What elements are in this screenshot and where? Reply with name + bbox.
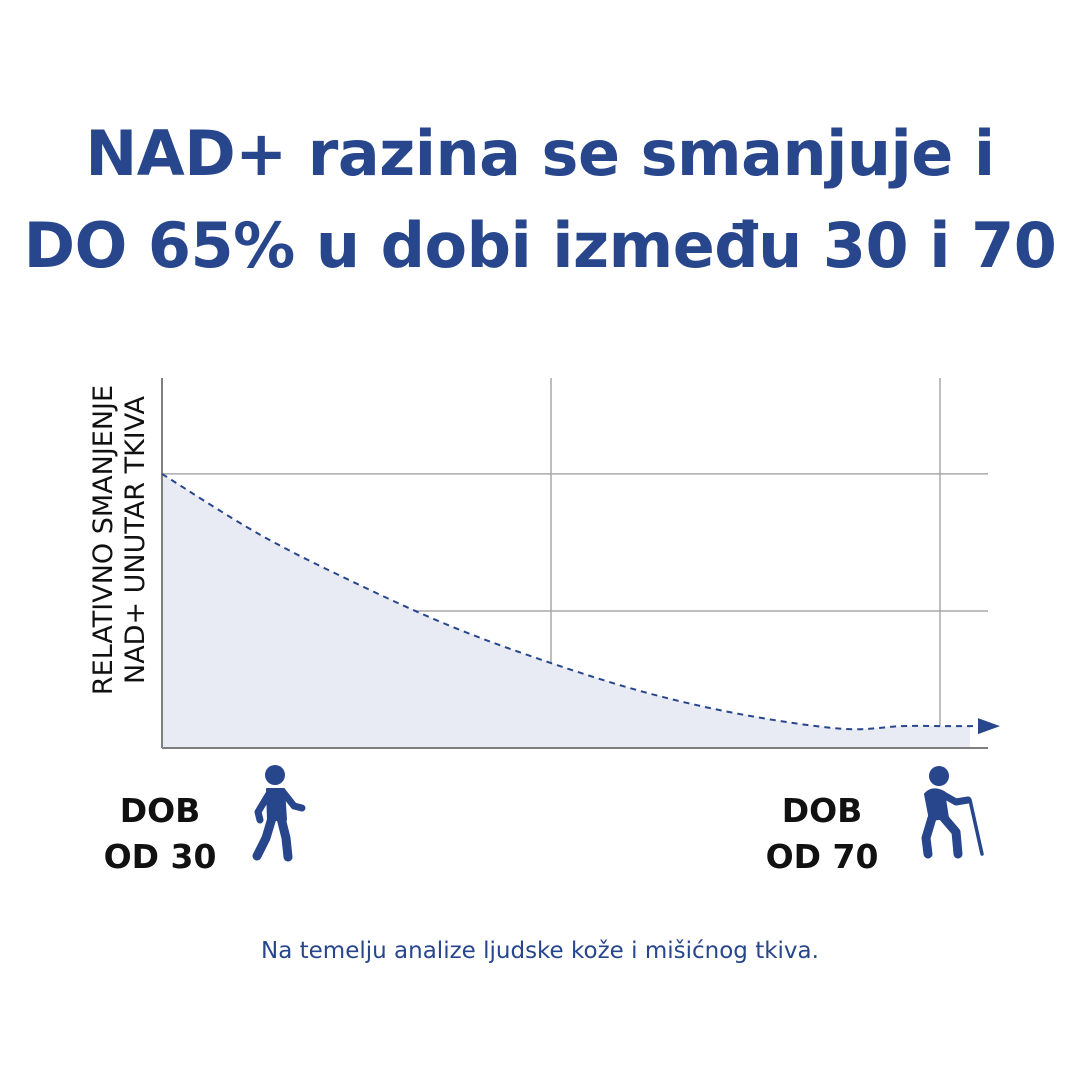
footnote: Na temelju analize ljudske kože i mišićn… <box>261 938 819 964</box>
x-end-label-line-1: DOB <box>781 791 863 830</box>
arrow-head <box>978 718 1000 735</box>
title-line-2: DO 65% u dobi između 30 i 70 <box>23 209 1057 282</box>
x-end-label-line-2: OD 70 <box>765 837 879 876</box>
walking-person-icon <box>252 765 306 862</box>
title-line-1: NAD+ razina se smanjuje i <box>85 117 995 190</box>
x-end-label: DOB OD 70 <box>742 788 902 880</box>
series-line <box>161 473 980 731</box>
chart-title: NAD+ razina se smanjuje i DO 65% u dobi … <box>0 108 1080 292</box>
x-start-label-line-1: DOB <box>119 791 201 830</box>
x-start-label-line-2: OD 30 <box>103 837 217 876</box>
elderly-person-with-cane-icon <box>921 766 984 859</box>
x-start-label: DOB OD 30 <box>80 788 240 880</box>
area-fill <box>162 473 970 748</box>
